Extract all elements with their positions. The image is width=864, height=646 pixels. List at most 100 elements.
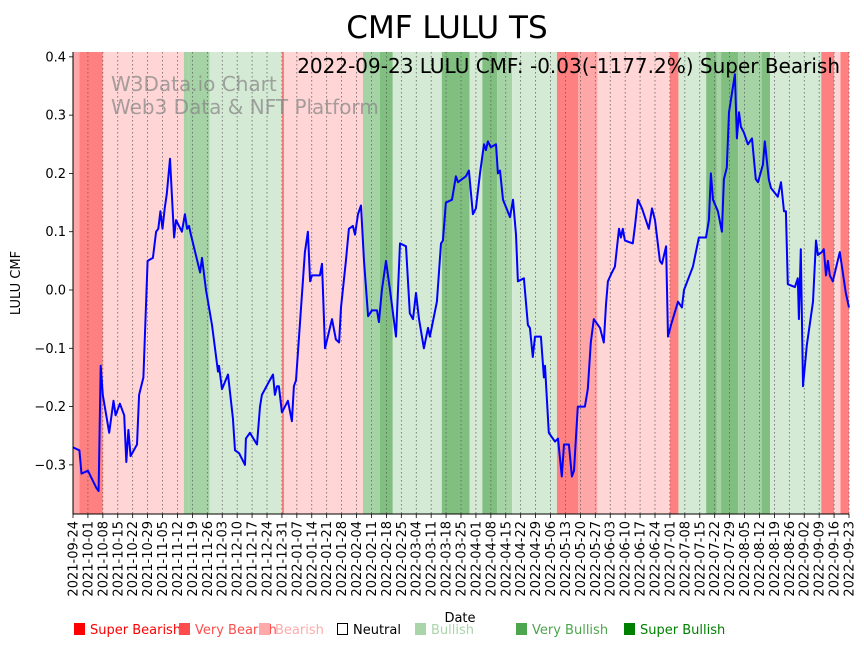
band-super-bearish (79, 52, 103, 514)
band-super-bearish (556, 52, 579, 514)
x-tick-label: 2022-07-29 (723, 521, 738, 597)
x-tick-label: 2022-08-19 (768, 521, 783, 597)
x-axis-ticks: 2021-09-24 2021-10-01 2021-10-08 2021-10-15… (67, 514, 858, 597)
x-tick-label: 2022-07-15 (693, 521, 708, 597)
band-bullish (678, 52, 707, 514)
x-tick-label: 2022-02-25 (395, 521, 410, 597)
x-tick-label: 2021-12-31 (275, 521, 290, 597)
x-tick-label: 2021-12-24 (261, 521, 276, 597)
legend-label: Very Bullish (532, 623, 608, 638)
x-tick-label: 2021-11-26 (201, 521, 216, 597)
legend-label: Neutral (353, 623, 401, 638)
legend-swatch-very-bullish (516, 623, 527, 635)
x-tick-label: 2022-01-07 (290, 521, 305, 597)
y-axis-label: LULU CMF (9, 251, 24, 315)
x-tick-label: 2022-08-12 (753, 521, 768, 597)
x-tick-label: 2022-03-04 (410, 521, 425, 597)
x-tick-label: 2022-02-18 (380, 521, 395, 597)
band-super-bullish (721, 52, 739, 514)
x-tick-label: 2022-08-26 (783, 521, 798, 597)
watermark-line-2: Web3 Data & NFT Platform (111, 95, 379, 119)
legend-swatch-neutral (337, 623, 348, 635)
x-tick-label: 2021-10-22 (126, 521, 141, 597)
y-tick-label: −0.3 (34, 458, 66, 473)
y-tick-label: 0.2 (45, 167, 66, 182)
x-tick-label: 2022-07-08 (678, 521, 693, 597)
legend-label: Super Bullish (640, 623, 725, 638)
band-very-bearish (578, 52, 598, 514)
x-tick-label: 2021-12-10 (231, 521, 246, 597)
x-tick-label: 2022-09-02 (798, 521, 813, 597)
band-bullish (209, 52, 282, 514)
band-bearish (597, 52, 670, 514)
chart-title: CMF LULU TS (346, 10, 547, 46)
band-super-bullish (441, 52, 470, 514)
x-tick-label: 2022-09-09 (813, 521, 828, 597)
band-very-bullish (716, 52, 722, 514)
legend-label: Super Bearish (90, 623, 181, 638)
y-axis-ticks: −0.3 −0.2 −0.1 0.0 0.1 0.2 0.3 0.4 (34, 50, 73, 473)
x-tick-label: 2022-04-08 (484, 521, 499, 597)
legend-label: Bullish (431, 623, 474, 638)
x-tick-label: 2022-09-23 (843, 521, 858, 597)
x-tick-label: 2021-12-17 (246, 521, 261, 597)
band-super-bullish (761, 52, 771, 514)
band-super-bullish (379, 52, 393, 514)
band-very-bearish (73, 52, 80, 514)
x-tick-label: 2021-10-01 (81, 521, 96, 597)
y-tick-label: −0.1 (34, 342, 66, 357)
band-super-bearish (821, 52, 835, 514)
band-very-bullish (183, 52, 189, 514)
x-tick-label: 2021-11-05 (156, 521, 171, 597)
band-super-bullish (706, 52, 717, 514)
band-very-bullish (738, 52, 762, 514)
x-tick-label: 2022-04-29 (529, 521, 544, 597)
band-very-bullish (497, 52, 513, 514)
x-tick-label: 2022-06-10 (619, 521, 634, 597)
watermark-line-1: W3Data.io Chart (111, 72, 277, 96)
x-tick-label: 2022-07-01 (663, 521, 678, 597)
x-tick-label: 2022-02-04 (350, 521, 365, 597)
legend-swatch-very-bearish (179, 623, 190, 635)
band-bearish (102, 52, 184, 514)
x-tick-label: 2022-08-05 (738, 521, 753, 597)
legend-label: Very Bearish (195, 623, 277, 638)
band-super-bearish (281, 52, 285, 514)
cmf-series-line (72, 73, 850, 493)
legend-swatch-bearish (259, 623, 270, 635)
legend-swatch-bullish (415, 623, 426, 635)
x-tick-label: 2021-11-19 (186, 521, 201, 597)
x-tick-label: 2022-07-22 (708, 521, 723, 597)
band-bullish (512, 52, 557, 514)
x-tick-label: 2022-04-01 (469, 521, 484, 597)
x-tick-label: 2021-12-03 (216, 521, 231, 597)
x-tick-label: 2022-01-28 (335, 521, 350, 597)
band-bearish (834, 52, 841, 514)
y-tick-label: 0.3 (45, 109, 66, 124)
x-tick-label: 2021-09-24 (67, 521, 82, 597)
x-tick-label: 2022-06-03 (604, 521, 619, 597)
legend-swatch-super-bullish (624, 623, 635, 635)
x-tick-label: 2022-04-15 (499, 521, 514, 597)
x-tick-label: 2022-01-21 (320, 521, 335, 597)
x-axis-label: Date (444, 611, 475, 626)
y-tick-label: 0.0 (45, 284, 66, 299)
x-tick-label: 2021-11-12 (171, 521, 186, 597)
sentiment-bands (73, 52, 849, 514)
x-tick-label: 2022-04-22 (514, 521, 529, 597)
x-tick-label: 2021-10-29 (141, 521, 156, 597)
x-tick-label: 2022-03-18 (440, 521, 455, 597)
x-tick-label: 2022-01-14 (305, 521, 320, 597)
band-very-bullish (188, 52, 210, 514)
x-tick-label: 2022-03-11 (425, 521, 440, 597)
x-tick-label: 2022-06-17 (634, 521, 649, 597)
y-tick-label: 0.1 (45, 225, 66, 240)
x-tick-label: 2022-09-16 (828, 521, 843, 597)
band-bullish (469, 52, 483, 514)
x-tick-label: 2022-05-20 (574, 521, 589, 597)
band-super-bullish (482, 52, 498, 514)
x-tick-label: 2022-05-13 (559, 521, 574, 597)
legend-swatch-super-bearish (74, 623, 85, 635)
y-tick-label: −0.2 (34, 400, 66, 415)
